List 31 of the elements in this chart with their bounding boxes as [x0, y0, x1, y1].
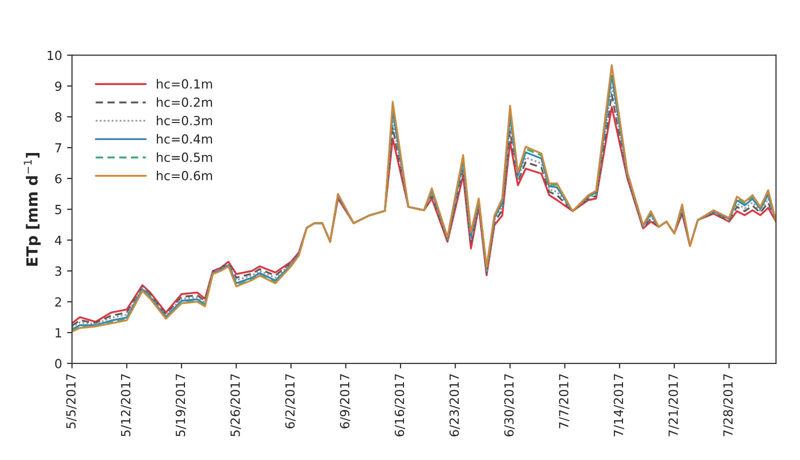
y-tick-label: 8 — [55, 112, 62, 122]
legend-label: hc=0.4m — [156, 134, 212, 144]
y-tick-label: 5 — [55, 204, 62, 214]
x-tick-label: 6/9/2017 — [340, 374, 350, 428]
legend-label: hc=0.2m — [156, 97, 212, 107]
y-tick-label: 4 — [54, 236, 62, 245]
y-tick-label: 6 — [55, 174, 62, 184]
x-tick-label: 6/16/2017 — [394, 374, 406, 436]
legend-label: hc=0.1m — [156, 78, 212, 89]
x-tick-label: 5/19/2017 — [176, 374, 186, 436]
y-tick-label: 9 — [55, 81, 62, 91]
legend-label: hc=0.5m — [156, 152, 212, 162]
x-tick-label: 6/23/2017 — [449, 374, 460, 436]
x-tick-label: 5/26/2017 — [230, 374, 241, 436]
legend-label: hc=0.6m — [156, 170, 212, 180]
x-tick-label: 5/5/2017 — [66, 374, 77, 428]
y-tick-label: 7 — [55, 143, 62, 152]
y-tick-label: 0 — [55, 358, 62, 368]
x-tick-label: 5/12/2017 — [120, 374, 132, 436]
x-tick-label: 7/21/2017 — [668, 374, 679, 436]
y-tick-label: 3 — [55, 266, 62, 276]
x-tick-label: 7/7/2017 — [558, 374, 570, 428]
x-tick-label: 6/30/2017 — [504, 374, 515, 436]
x-tick-label: 7/14/2017 — [614, 374, 624, 436]
x-tick-label: 7/28/2017 — [723, 374, 734, 436]
y-tick-label: 2 — [55, 297, 62, 307]
legend-label: hc=0.3m — [156, 116, 212, 126]
y-tick-label: 1 — [56, 328, 62, 338]
y-axis-title: ETp [mm d$^{−1}$] — [24, 152, 41, 266]
x-tick-label: 6/2/2017 — [285, 374, 296, 428]
y-tick-label: 10 — [48, 50, 62, 60]
